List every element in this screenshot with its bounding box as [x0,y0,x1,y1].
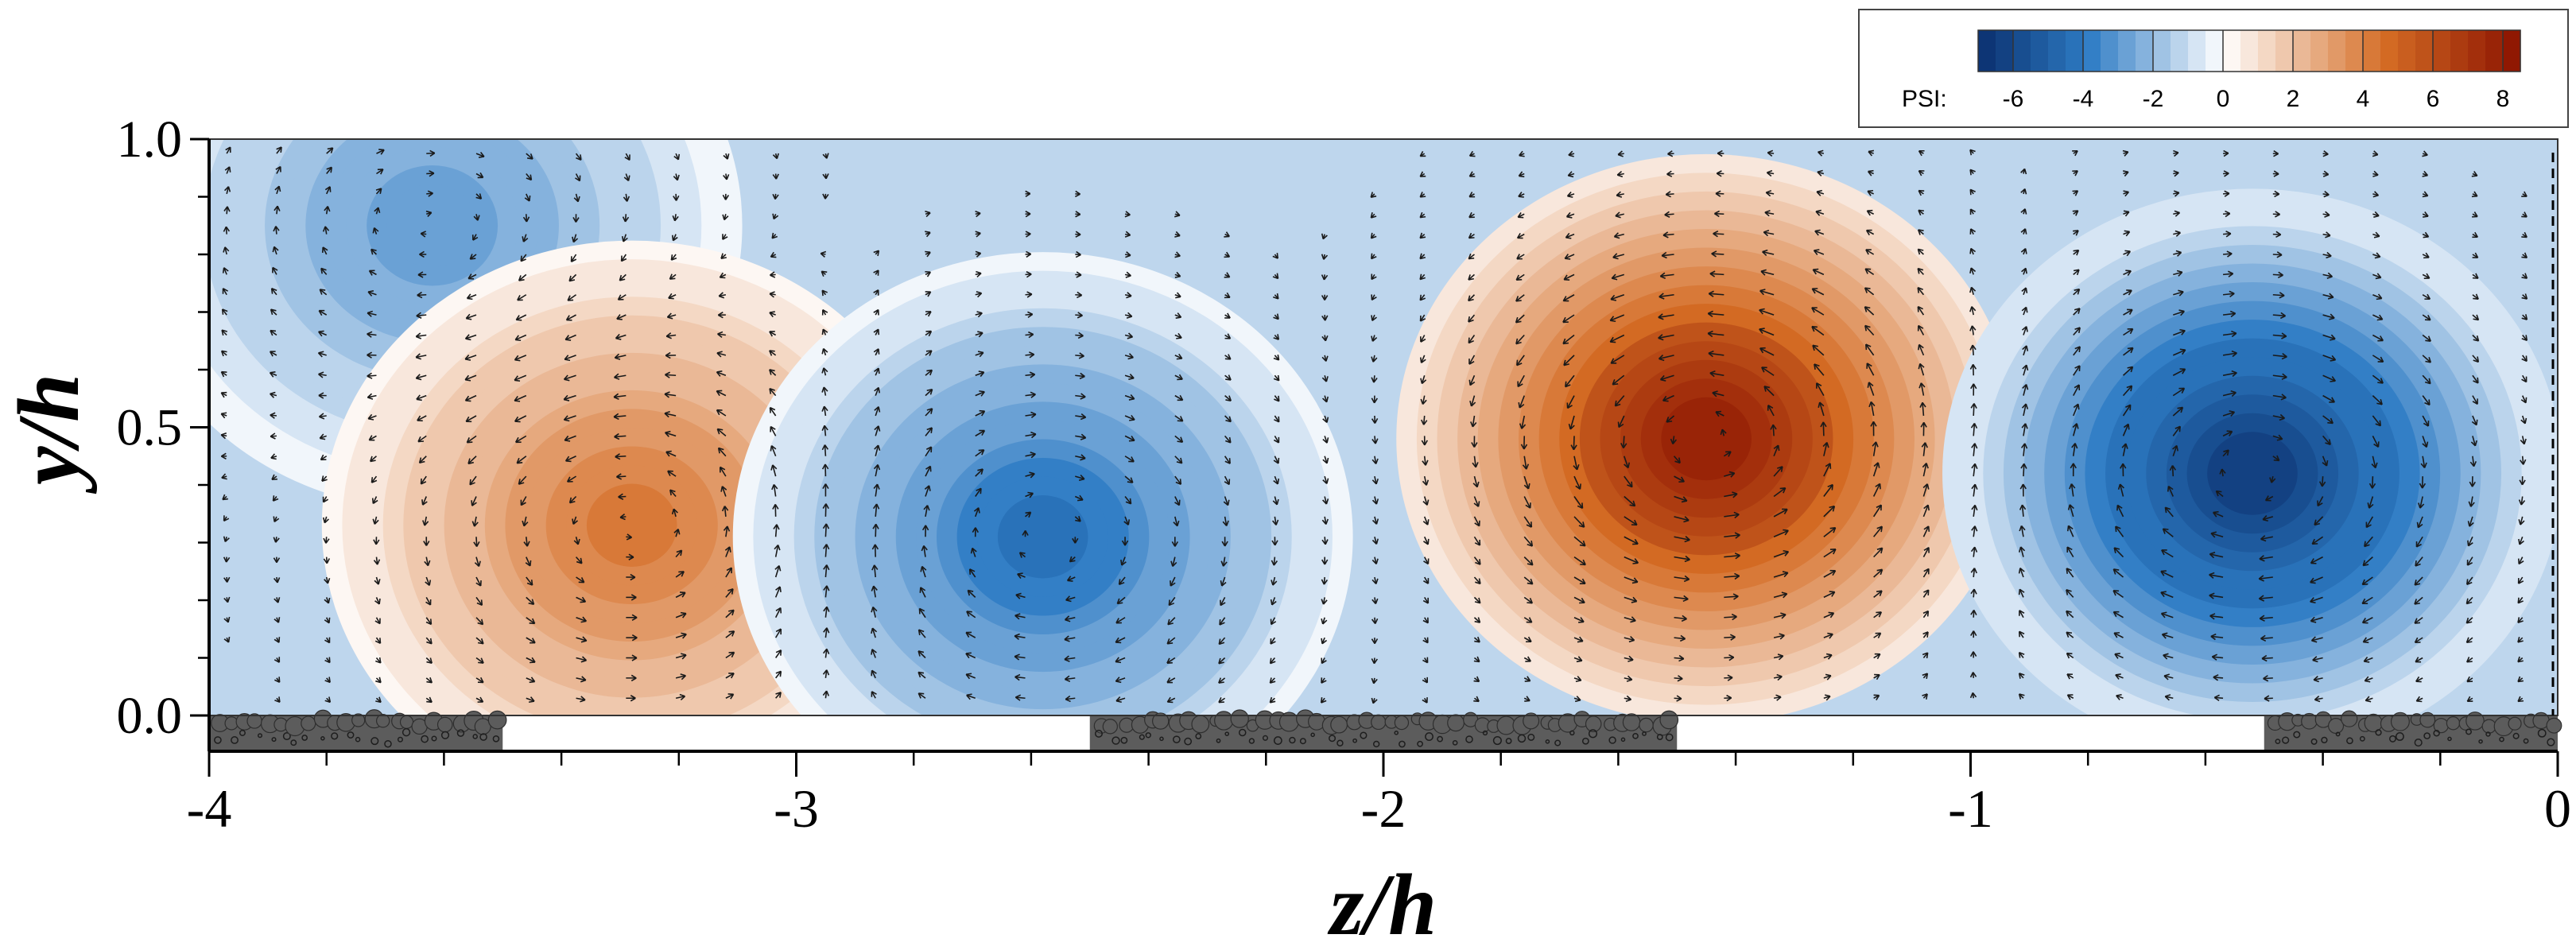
colorbar-tick-label: 0 [2217,86,2230,112]
colorbar-band [2153,30,2171,72]
colorbar-tick-label: -6 [2003,86,2024,112]
x-axis-label: z/h [1327,856,1437,946]
x-tick-label: -1 [1948,778,1993,839]
contour-band [1661,397,1752,480]
y-tick-label: 1.0 [117,111,183,169]
colorbar-band [2328,30,2346,72]
colorbar-band [2398,30,2416,72]
colorbar-band [2345,30,2364,72]
colorbar-legend: PSI: -6 -4 -2 0 2 4 6 8 [1859,10,2568,127]
colorbar-band [2258,30,2276,72]
colorbar-band [2503,30,2521,72]
colorbar-band [2363,30,2381,72]
colorbar-band [1996,30,2014,72]
colorbar-tick-label: -4 [2073,86,2094,112]
x-tick-label: -4 [187,778,232,839]
colorbar-band [2415,30,2434,72]
colorbar-tick-label: 6 [2427,86,2440,112]
colorbar-label: PSI: [1902,86,1947,112]
colorbar-band [1978,30,1996,72]
colorbar-band [2275,30,2294,72]
colorbar-tick-label: 2 [2287,86,2300,112]
vortex-cell [1396,154,2016,723]
x-tick-label: -3 [774,778,819,839]
y-axis-label: y/h [0,374,97,495]
contour-band [587,484,677,567]
vortex-cell [1942,188,2562,758]
colorbar-band [2101,30,2119,72]
y-tick-label: 0.5 [117,399,183,457]
colorbar-band [2240,30,2259,72]
colorbar-band [2066,30,2084,72]
colorbar-band [2083,30,2101,72]
colorbar-band [2380,30,2399,72]
colorbar-tick-label: -2 [2143,86,2164,112]
colorbar-tick-label: 4 [2357,86,2370,112]
colorbar-band [2433,30,2451,72]
contour-band [387,184,478,267]
colorbar-band [2118,30,2136,72]
colorbar-band [2310,30,2329,72]
colorbar-band [2206,30,2224,72]
x-tick-label: -2 [1361,778,1406,839]
colorbar-band [2293,30,2311,72]
colorbar-band [2048,30,2066,72]
colorbar-band [2013,30,2031,72]
contour-band [998,495,1088,578]
colorbar-band [2171,30,2189,72]
colorbar-tick-label: 8 [2496,86,2510,112]
roughness-patch [2264,711,2562,750]
colorbar-bands [1978,30,2521,72]
colorbar-band [2136,30,2154,72]
colorbar-band [2485,30,2504,72]
colorbar-band [2188,30,2206,72]
y-tick-label: 0.0 [117,687,183,745]
colorbar-band [2031,30,2049,72]
colorbar-band [2468,30,2486,72]
colorbar-band [2223,30,2241,72]
colorbar-band [2450,30,2469,72]
x-tick-label: 0 [2544,778,2571,839]
